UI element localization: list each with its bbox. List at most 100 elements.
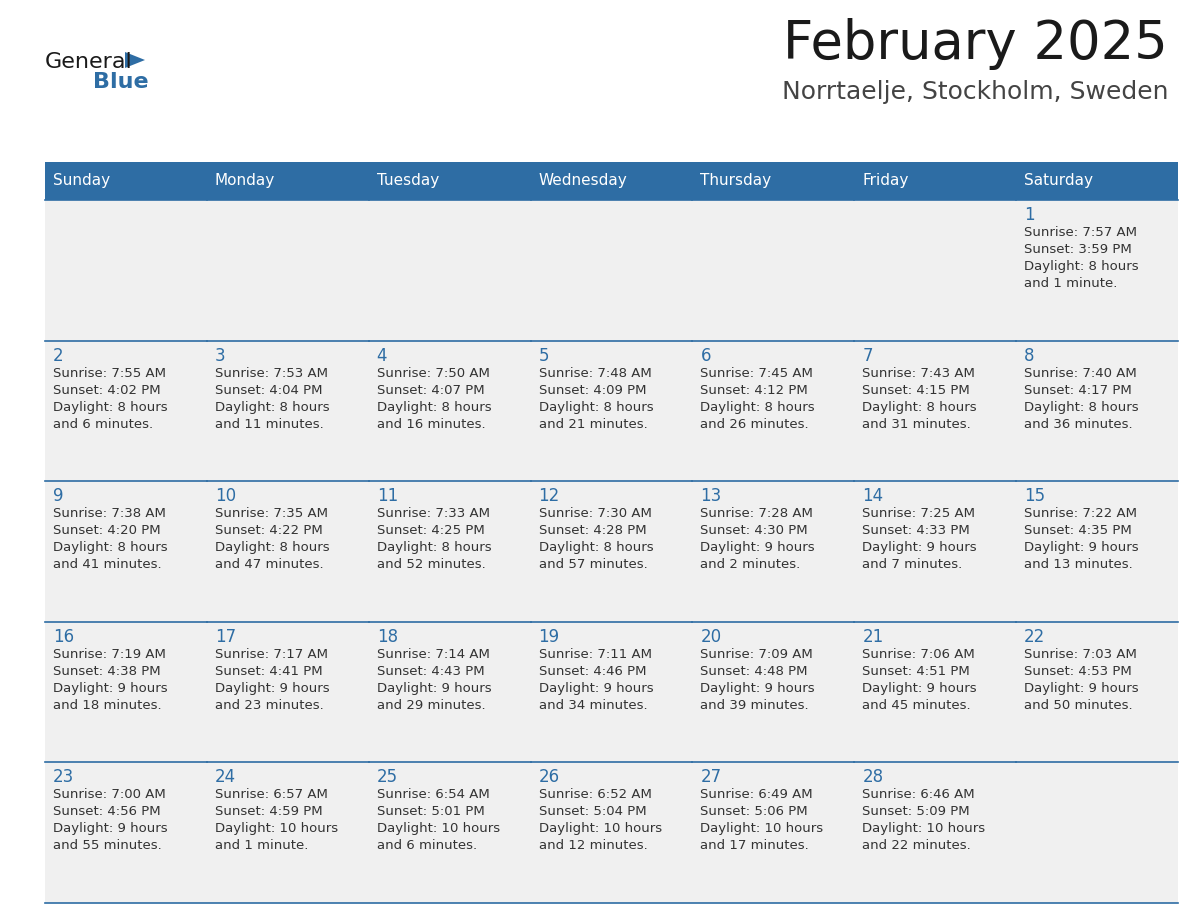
Text: and 45 minutes.: and 45 minutes. [862,699,971,711]
Text: Daylight: 8 hours: Daylight: 8 hours [215,542,329,554]
Text: Sunset: 4:30 PM: Sunset: 4:30 PM [701,524,808,537]
Bar [854,763,1016,903]
Text: Daylight: 9 hours: Daylight: 9 hours [701,682,815,695]
Text: Daylight: 10 hours: Daylight: 10 hours [377,823,500,835]
Text: and 13 minutes.: and 13 minutes. [1024,558,1133,571]
Text: Sunset: 4:25 PM: Sunset: 4:25 PM [377,524,485,537]
Text: 21: 21 [862,628,884,645]
Text: 25: 25 [377,768,398,787]
Text: Sunrise: 7:53 AM: Sunrise: 7:53 AM [215,366,328,380]
Text: Daylight: 10 hours: Daylight: 10 hours [215,823,337,835]
Text: Sunset: 4:15 PM: Sunset: 4:15 PM [862,384,971,397]
Text: Sunrise: 6:54 AM: Sunrise: 6:54 AM [377,789,489,801]
Bar [45,200,207,341]
Bar [531,763,693,903]
Text: 6: 6 [701,347,710,364]
Text: 14: 14 [862,487,884,505]
Text: Sunrise: 7:06 AM: Sunrise: 7:06 AM [862,648,975,661]
Text: 27: 27 [701,768,721,787]
Text: Saturday: Saturday [1024,174,1093,188]
Bar [368,763,531,903]
Text: 28: 28 [862,768,884,787]
Text: Norrtaelje, Stockholm, Sweden: Norrtaelje, Stockholm, Sweden [782,80,1168,104]
Text: Sunrise: 7:19 AM: Sunrise: 7:19 AM [53,648,166,661]
Bar [368,200,531,341]
Text: 15: 15 [1024,487,1045,505]
Text: and 12 minutes.: and 12 minutes. [538,839,647,853]
Text: Sunset: 5:06 PM: Sunset: 5:06 PM [701,805,808,819]
Text: Sunrise: 7:57 AM: Sunrise: 7:57 AM [1024,226,1137,239]
Text: 23: 23 [53,768,74,787]
Bar [854,341,1016,481]
Text: Sunset: 4:17 PM: Sunset: 4:17 PM [1024,384,1132,397]
Text: Daylight: 8 hours: Daylight: 8 hours [1024,260,1139,273]
Bar [693,481,854,621]
Text: Sunrise: 7:43 AM: Sunrise: 7:43 AM [862,366,975,380]
Text: Daylight: 8 hours: Daylight: 8 hours [538,400,653,414]
Text: and 18 minutes.: and 18 minutes. [53,699,162,711]
Text: Sunrise: 7:48 AM: Sunrise: 7:48 AM [538,366,651,380]
Text: and 57 minutes.: and 57 minutes. [538,558,647,571]
Text: Daylight: 8 hours: Daylight: 8 hours [701,400,815,414]
Bar [693,200,854,341]
Text: and 55 minutes.: and 55 minutes. [53,839,162,853]
Text: Sunrise: 7:14 AM: Sunrise: 7:14 AM [377,648,489,661]
Text: and 6 minutes.: and 6 minutes. [377,839,476,853]
Text: Sunset: 4:46 PM: Sunset: 4:46 PM [538,665,646,677]
Text: 5: 5 [538,347,549,364]
Text: 19: 19 [538,628,560,645]
Text: 17: 17 [215,628,236,645]
Text: 4: 4 [377,347,387,364]
Text: Thursday: Thursday [701,174,771,188]
Text: 18: 18 [377,628,398,645]
Text: 12: 12 [538,487,560,505]
Text: 13: 13 [701,487,721,505]
Text: Sunset: 4:59 PM: Sunset: 4:59 PM [215,805,322,819]
Text: Sunset: 4:41 PM: Sunset: 4:41 PM [215,665,322,677]
Text: Daylight: 9 hours: Daylight: 9 hours [53,823,168,835]
Text: 16: 16 [53,628,74,645]
Text: and 11 minutes.: and 11 minutes. [215,418,323,431]
Text: Wednesday: Wednesday [538,174,627,188]
Bar [531,341,693,481]
Text: Daylight: 8 hours: Daylight: 8 hours [1024,400,1139,414]
Text: Daylight: 9 hours: Daylight: 9 hours [538,682,653,695]
Text: Daylight: 9 hours: Daylight: 9 hours [53,682,168,695]
Text: Sunset: 5:09 PM: Sunset: 5:09 PM [862,805,969,819]
Text: Sunday: Sunday [53,174,110,188]
Text: Daylight: 8 hours: Daylight: 8 hours [538,542,653,554]
Text: Daylight: 9 hours: Daylight: 9 hours [862,682,977,695]
Text: Sunrise: 6:49 AM: Sunrise: 6:49 AM [701,789,813,801]
Bar [693,621,854,763]
Text: 26: 26 [538,768,560,787]
Bar [1016,341,1178,481]
Text: and 50 minutes.: and 50 minutes. [1024,699,1133,711]
Text: Sunrise: 7:45 AM: Sunrise: 7:45 AM [701,366,814,380]
Text: Sunrise: 7:11 AM: Sunrise: 7:11 AM [538,648,651,661]
Text: Sunset: 4:56 PM: Sunset: 4:56 PM [53,805,160,819]
Text: and 31 minutes.: and 31 minutes. [862,418,971,431]
Text: and 22 minutes.: and 22 minutes. [862,839,971,853]
Text: Daylight: 8 hours: Daylight: 8 hours [377,542,492,554]
Bar [368,481,531,621]
Text: Daylight: 10 hours: Daylight: 10 hours [862,823,985,835]
Text: and 17 minutes.: and 17 minutes. [701,839,809,853]
Text: Blue: Blue [93,72,148,92]
Text: Sunset: 4:07 PM: Sunset: 4:07 PM [377,384,485,397]
Text: 20: 20 [701,628,721,645]
Text: Sunrise: 7:35 AM: Sunrise: 7:35 AM [215,508,328,521]
Bar [693,763,854,903]
Text: Daylight: 9 hours: Daylight: 9 hours [1024,682,1139,695]
Text: Sunrise: 7:22 AM: Sunrise: 7:22 AM [1024,508,1137,521]
Text: and 21 minutes.: and 21 minutes. [538,418,647,431]
Text: Daylight: 10 hours: Daylight: 10 hours [701,823,823,835]
Bar [1016,200,1178,341]
Bar [45,621,207,763]
Text: 10: 10 [215,487,236,505]
Bar [207,481,368,621]
Text: Daylight: 9 hours: Daylight: 9 hours [215,682,329,695]
Text: Friday: Friday [862,174,909,188]
Text: and 29 minutes.: and 29 minutes. [377,699,486,711]
Bar [207,763,368,903]
Bar [854,481,1016,621]
